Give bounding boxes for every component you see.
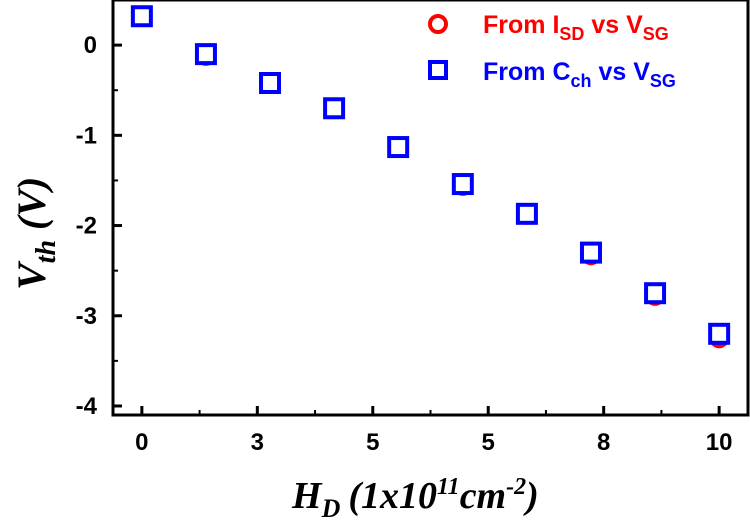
- x-tick-label: 0: [135, 429, 148, 456]
- series-2: [130, 5, 731, 345]
- data-point-square: [708, 322, 731, 345]
- y-tick-label: -3: [76, 303, 97, 330]
- data-point-square: [515, 202, 538, 225]
- x-tick-label: 5: [366, 429, 379, 456]
- y-tick-label: -2: [76, 213, 97, 240]
- y-tick-label: 0: [84, 32, 97, 59]
- data-point-square: [387, 136, 410, 159]
- y-axis: 0 -1 -2 -3 -4: [76, 32, 122, 420]
- legend: From ISD vs VSG From Cch vs VSG: [428, 11, 676, 91]
- legend-label-series-2: From Cch vs VSG: [483, 58, 676, 91]
- data-point-square: [259, 72, 282, 94]
- data-point-square: [451, 173, 474, 196]
- x-tick-label: 3: [251, 429, 264, 456]
- legend-marker-square: [428, 60, 448, 80]
- x-tick-label: 8: [597, 429, 610, 456]
- x-axis-title: HD (1x1011cm-2): [291, 474, 539, 523]
- x-axis: 0 3 5 5 8 10: [135, 406, 732, 456]
- legend-marker-circle: [428, 14, 448, 34]
- series-layer: [130, 5, 731, 349]
- y-tick-label: -1: [76, 122, 97, 149]
- data-point-square: [644, 282, 667, 305]
- data-point-square: [130, 5, 153, 28]
- x-tick-label: 5: [482, 429, 495, 456]
- data-point-square: [579, 241, 602, 264]
- data-point-square: [194, 43, 217, 66]
- y-tick-label: -4: [76, 393, 98, 420]
- legend-label-series-1: From ISD vs VSG: [483, 11, 669, 44]
- data-point-square: [323, 97, 346, 120]
- x-tick-label: 10: [706, 429, 733, 456]
- y-axis-title: Vth(V): [9, 177, 62, 290]
